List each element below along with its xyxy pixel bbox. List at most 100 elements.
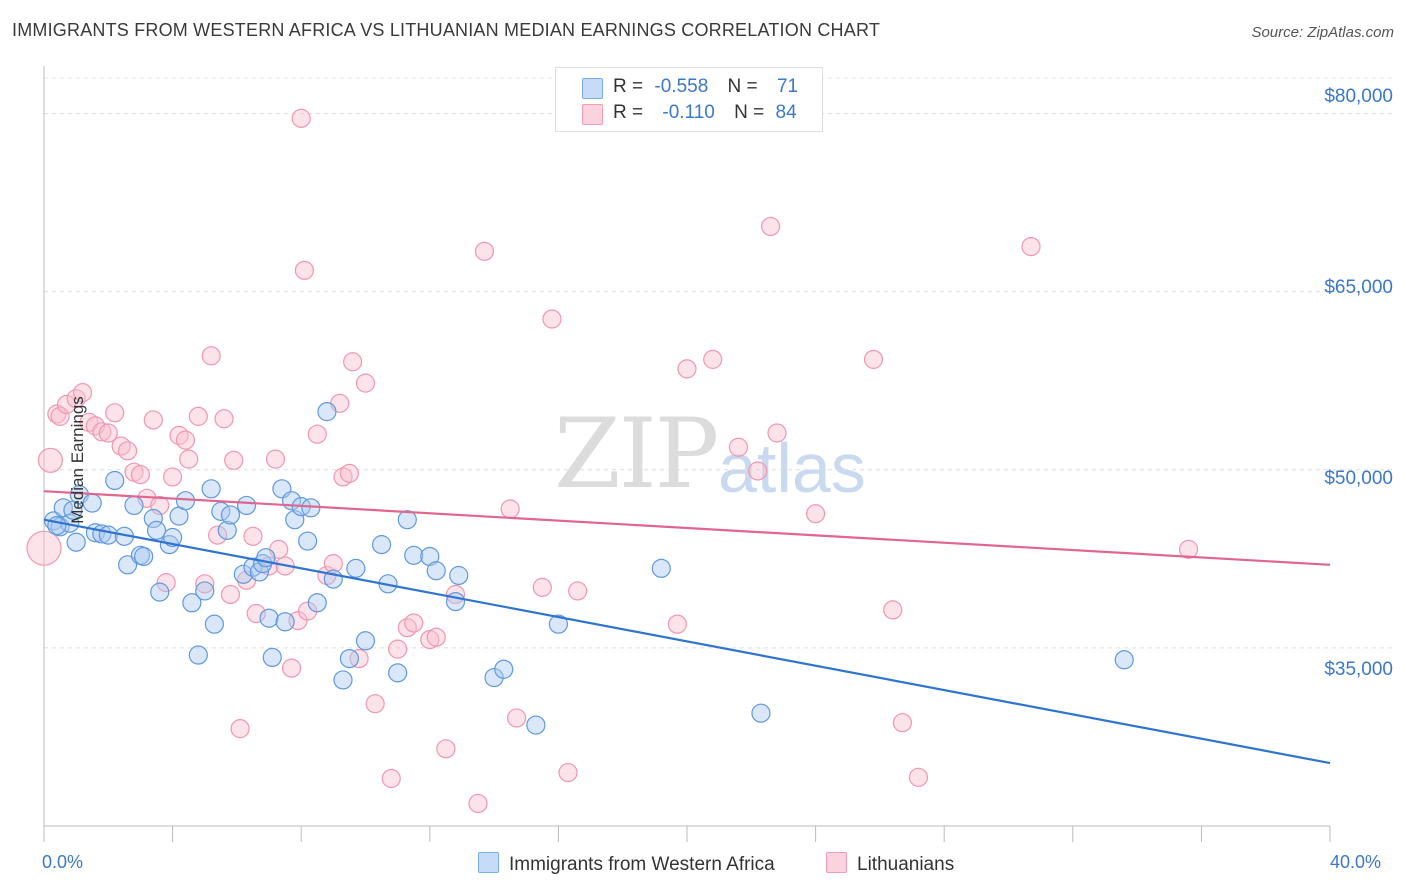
legend-series-label: Lithuanians bbox=[857, 854, 955, 875]
data-point bbox=[355, 373, 376, 393]
data-point bbox=[220, 505, 241, 525]
legend-swatch-blue bbox=[478, 852, 499, 873]
data-point bbox=[558, 762, 578, 783]
legend-r-label: R = bbox=[613, 76, 644, 97]
data-point bbox=[201, 346, 221, 366]
data-point bbox=[404, 613, 424, 633]
data-point bbox=[404, 545, 424, 565]
data-point bbox=[294, 260, 315, 280]
data-point bbox=[365, 694, 385, 714]
data-point bbox=[397, 510, 417, 530]
data-point bbox=[298, 531, 318, 551]
data-point bbox=[307, 593, 327, 613]
y-tick-label: $35,000 bbox=[1324, 659, 1393, 680]
data-point bbox=[56, 394, 77, 415]
y-tick-label: $65,000 bbox=[1324, 277, 1393, 298]
data-point bbox=[214, 409, 234, 429]
data-point bbox=[449, 565, 469, 586]
data-point bbox=[124, 495, 144, 516]
data-point bbox=[703, 349, 723, 369]
legend-n-value: 71 bbox=[776, 76, 799, 97]
data-point bbox=[863, 349, 884, 369]
legend-swatch-pink bbox=[582, 104, 603, 125]
data-point bbox=[474, 241, 495, 261]
data-point bbox=[281, 658, 302, 678]
data-point bbox=[760, 216, 781, 237]
data-point bbox=[182, 593, 202, 613]
data-point bbox=[98, 423, 118, 443]
trend-line-lithuanians bbox=[43, 490, 1331, 566]
data-point bbox=[494, 659, 514, 679]
data-point bbox=[275, 612, 295, 632]
data-point bbox=[436, 739, 456, 759]
data-point bbox=[175, 430, 196, 450]
data-point bbox=[339, 463, 360, 483]
data-point bbox=[188, 645, 208, 665]
data-point bbox=[355, 631, 376, 651]
data-point bbox=[484, 667, 504, 688]
legend-r-label: R = bbox=[613, 102, 644, 123]
legend-series-label: Immigrants from Western Africa bbox=[509, 854, 775, 875]
watermark-atlas: atlas bbox=[718, 429, 866, 507]
data-point bbox=[677, 359, 697, 379]
data-point bbox=[333, 670, 353, 690]
data-point bbox=[1114, 650, 1134, 670]
data-point bbox=[426, 627, 446, 647]
data-point bbox=[188, 406, 208, 426]
data-point bbox=[291, 108, 311, 128]
data-point bbox=[66, 532, 86, 552]
data-point bbox=[262, 647, 282, 668]
data-point bbox=[298, 601, 318, 621]
data-point bbox=[568, 581, 588, 601]
data-point bbox=[349, 648, 369, 669]
legend-swatch-pink bbox=[826, 852, 847, 873]
data-point bbox=[751, 703, 771, 723]
data-point bbox=[748, 461, 768, 481]
data-point bbox=[526, 715, 546, 735]
data-point bbox=[50, 406, 70, 426]
correlation-legend: R = -0.558 N = 71 R = -0.110 N = 84 bbox=[555, 67, 823, 132]
data-point bbox=[728, 437, 749, 457]
data-point bbox=[230, 719, 250, 739]
data-point bbox=[500, 499, 520, 519]
data-point bbox=[1021, 236, 1041, 257]
data-point bbox=[179, 449, 199, 469]
bottom-legend-lithuanians: Lithuanians bbox=[826, 852, 954, 876]
x-tick-min: 0.0% bbox=[42, 852, 84, 872]
legend-swatch-blue bbox=[582, 78, 603, 99]
data-point bbox=[47, 516, 67, 536]
data-point bbox=[371, 535, 392, 555]
watermark-zip: ZIP bbox=[554, 398, 719, 510]
data-point bbox=[767, 423, 787, 443]
data-point bbox=[805, 504, 826, 524]
data-point bbox=[208, 525, 228, 545]
data-point bbox=[259, 608, 279, 628]
axes bbox=[43, 66, 1331, 842]
data-point bbox=[204, 614, 224, 634]
bottom-legend-western-africa: Immigrants from Western Africa bbox=[478, 852, 775, 876]
data-point bbox=[195, 581, 215, 601]
data-point bbox=[339, 648, 360, 669]
data-point bbox=[26, 530, 62, 566]
data-point bbox=[117, 441, 138, 461]
data-point bbox=[143, 410, 163, 430]
data-point bbox=[343, 352, 363, 372]
trend-line-western-africa bbox=[43, 518, 1331, 765]
data-point bbox=[265, 449, 286, 469]
source-label: Source: ZipAtlas.com bbox=[1251, 24, 1394, 41]
data-point bbox=[217, 520, 237, 540]
legend-r-value: -0.558 bbox=[654, 76, 709, 97]
data-point bbox=[236, 495, 257, 516]
y-tick-label: $50,000 bbox=[1324, 468, 1393, 489]
y-tick-label: $80,000 bbox=[1324, 86, 1393, 107]
data-point bbox=[105, 470, 125, 491]
data-point bbox=[323, 554, 343, 574]
legend-n-value: 84 bbox=[775, 102, 797, 123]
data-point bbox=[134, 546, 154, 567]
data-point bbox=[98, 525, 118, 545]
data-point bbox=[388, 639, 408, 659]
data-point bbox=[224, 450, 244, 470]
legend-r-value: -0.110 bbox=[662, 102, 715, 123]
data-point bbox=[346, 558, 366, 578]
